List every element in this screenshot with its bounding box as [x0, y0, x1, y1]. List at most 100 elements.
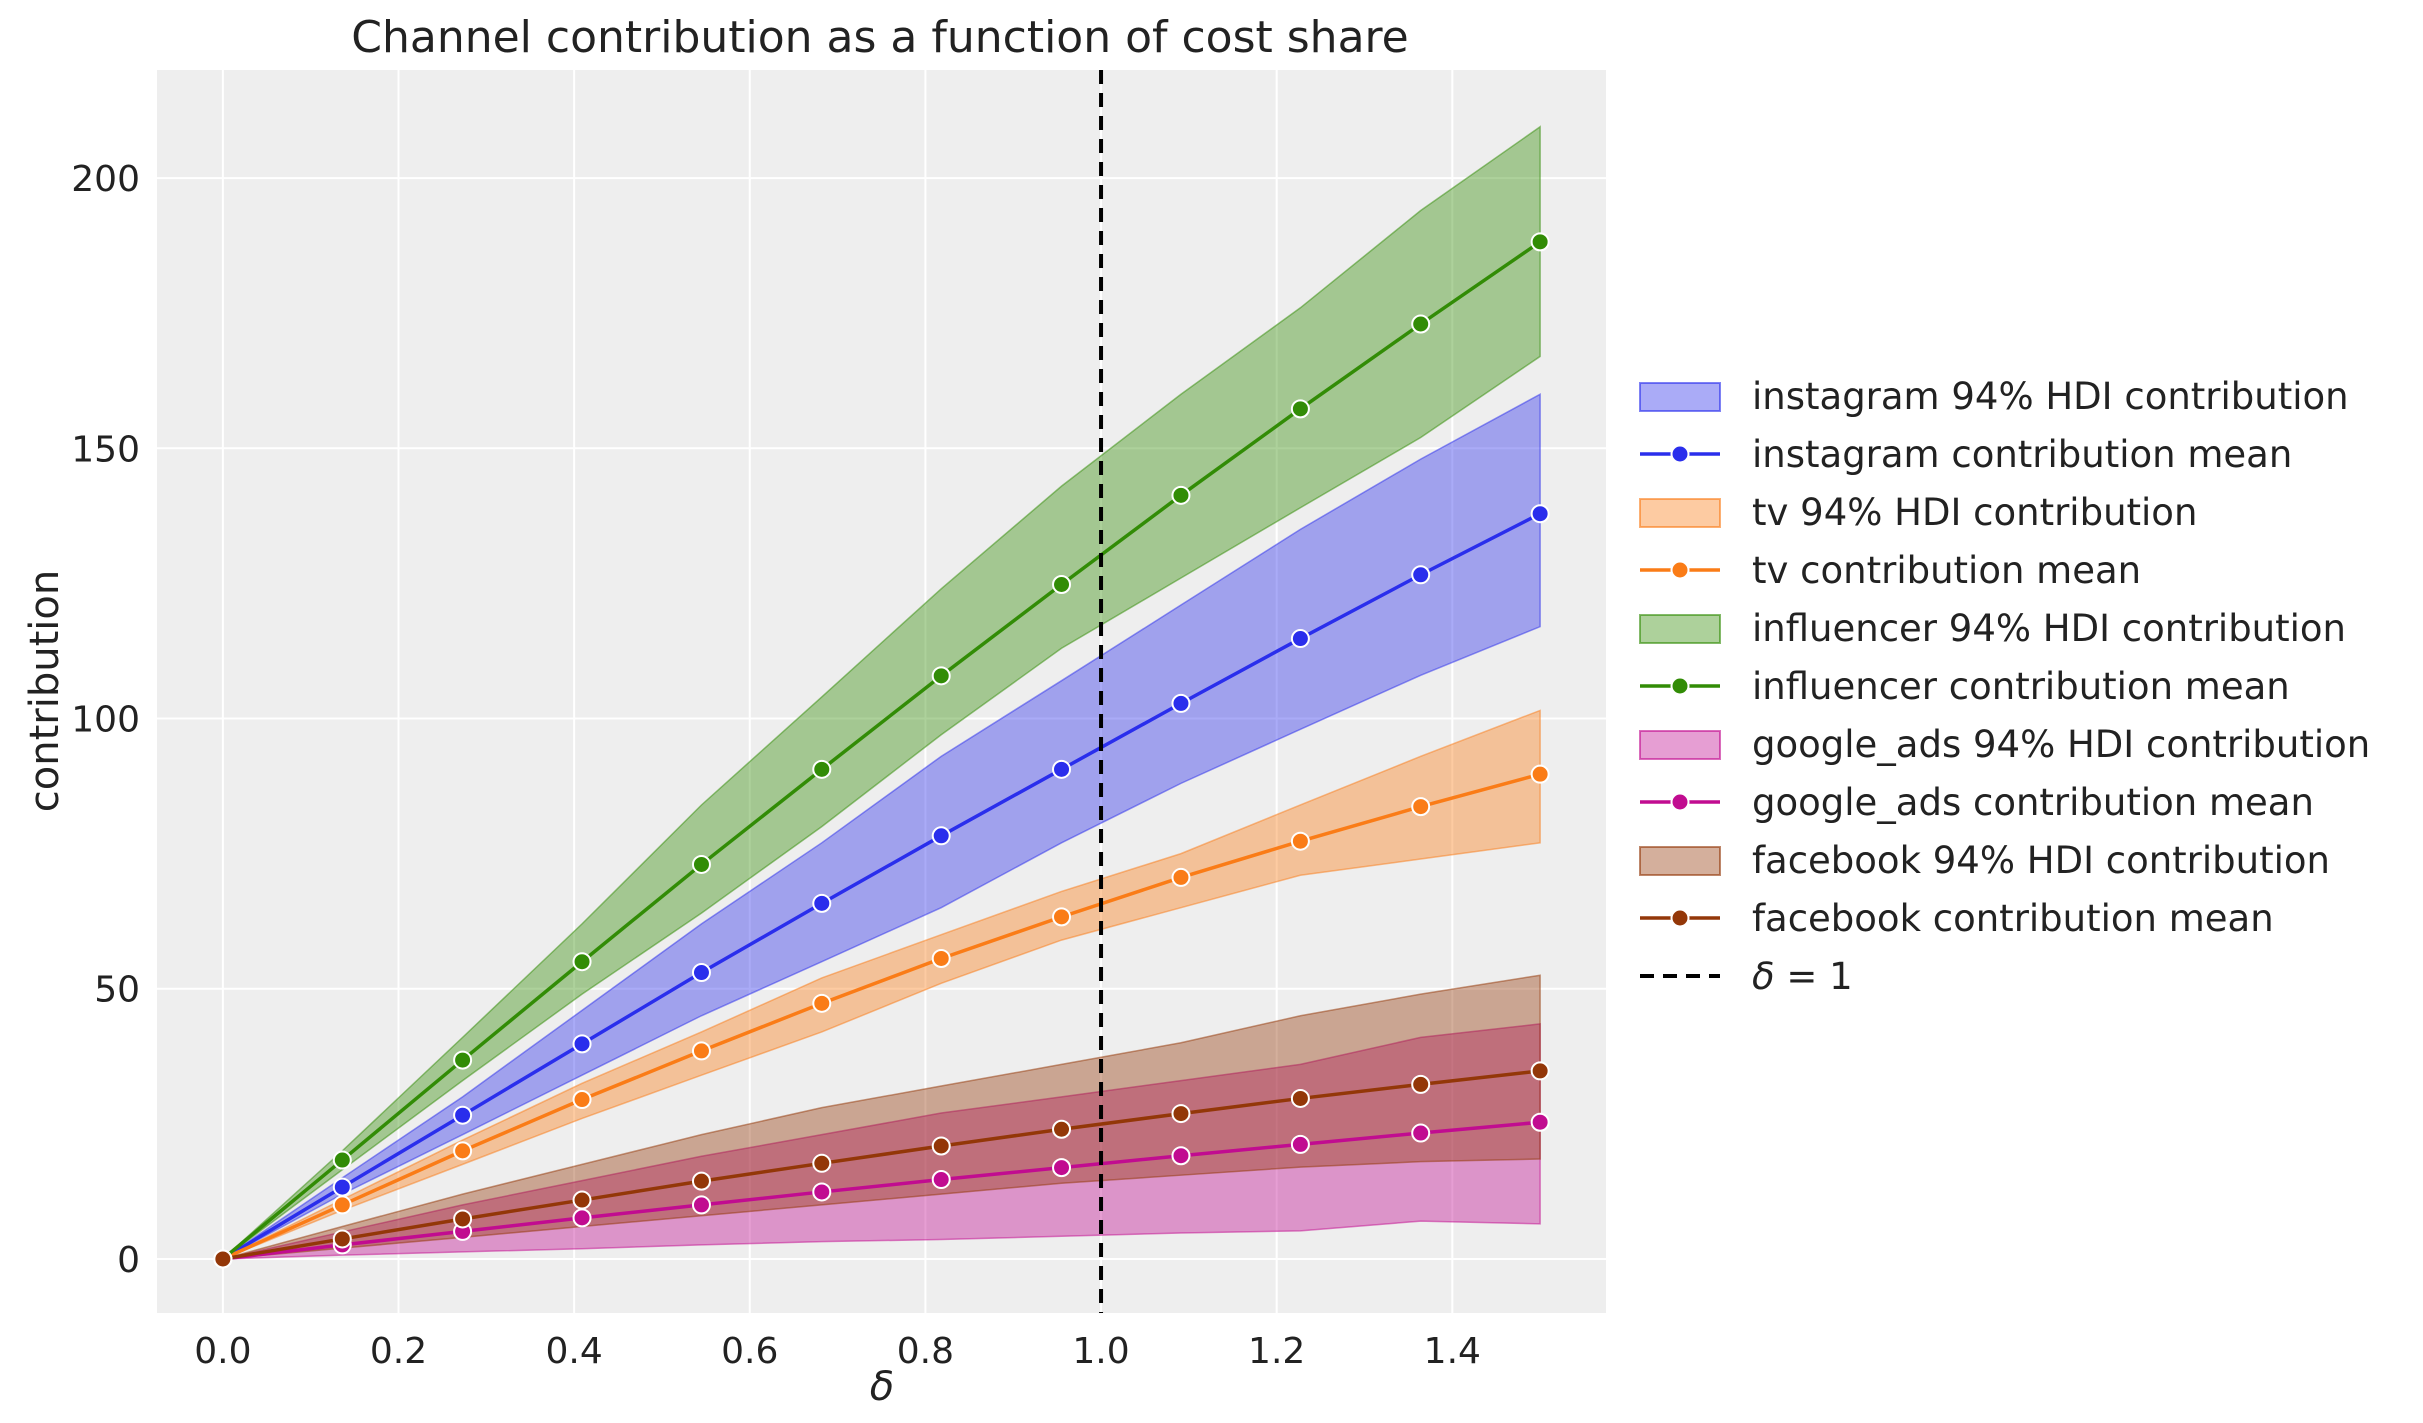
facebook-mean-point [1290, 1088, 1310, 1108]
google_ads-mean-legend-marker [1670, 792, 1690, 812]
influencer-band-legend-swatch [1639, 614, 1721, 644]
facebook-mean-line [222, 1069, 1541, 1261]
google_ads-mean-line [222, 1120, 1541, 1261]
facebook-mean-point [691, 1171, 711, 1191]
tv-mean-legend-marker [1670, 560, 1690, 580]
instagram-band-legend-label: instagram 94% HDI contribution [1752, 375, 2349, 418]
influencer-mean-point [931, 666, 951, 686]
facebook-mean-point [332, 1229, 352, 1249]
y-tick-label: 0 [117, 1240, 140, 1281]
grid-lines [157, 70, 1606, 1313]
influencer-mean-legend-label: influencer contribution mean [1752, 665, 2290, 708]
instagram-mean-point [1052, 759, 1072, 779]
y-tick-label: 150 [71, 429, 140, 470]
x-tick-label: 0.0 [194, 1331, 251, 1372]
influencer-mean-point [1411, 314, 1431, 334]
google_ads-mean-point [931, 1170, 951, 1190]
tv-band-legend-swatch [1639, 498, 1721, 528]
y-tick-labels: 0 50 100 150 200 [71, 159, 140, 1281]
influencer-mean-point [1052, 574, 1072, 594]
y-axis-title: contribution [22, 570, 68, 812]
influencer-mean-point [691, 854, 711, 874]
tv-mean-line [222, 772, 1541, 1261]
instagram-mean-point [931, 826, 951, 846]
x-axis-title: δ [870, 1364, 894, 1410]
instagram-mean-point [332, 1177, 352, 1197]
x-tick-label: 0.2 [370, 1331, 427, 1372]
google_ads-band-legend-swatch [1639, 730, 1721, 760]
google_ads-mean-point [1530, 1112, 1550, 1132]
mean-markers [213, 232, 1550, 1269]
tv-mean-point [1052, 907, 1072, 927]
facebook-mean-point [453, 1209, 473, 1229]
google_ads-mean-point [812, 1182, 832, 1202]
google_ads-mean-point [1290, 1134, 1310, 1154]
x-tick-label: 1.2 [1248, 1331, 1305, 1372]
facebook-mean-point [1171, 1104, 1191, 1124]
tv-mean-point [332, 1195, 352, 1215]
facebook-mean-point [1411, 1074, 1431, 1094]
influencer-mean-point [812, 759, 832, 779]
tv-mean-point [572, 1090, 592, 1110]
facebook-mean-point [931, 1136, 951, 1156]
instagram-mean-line [221, 512, 1541, 1261]
instagram-mean-point [1411, 565, 1431, 585]
influencer-mean-legend-marker [1670, 676, 1690, 696]
x-tick-labels: 0.0 0.2 0.4 0.6 0.8 1.0 1.2 1.4 [194, 1331, 1481, 1372]
instagram-mean-legend-marker [1670, 444, 1690, 464]
influencer-mean-line [221, 240, 1542, 1261]
google_ads-mean-point [572, 1208, 592, 1228]
x-tick-label: 0.8 [897, 1331, 954, 1372]
facebook-mean-point [1052, 1119, 1072, 1139]
tv-mean-point [691, 1041, 711, 1061]
tv-mean-point [931, 948, 951, 968]
y-tick-label: 50 [94, 970, 140, 1011]
tv-mean-point [453, 1141, 473, 1161]
instagram-mean-legend-label: instagram contribution mean [1752, 433, 2292, 476]
x-tick-label: 0.4 [546, 1331, 603, 1372]
influencer-mean-point [1171, 485, 1191, 505]
chart-title: Channel contribution as a function of co… [351, 12, 1408, 63]
y-tick-label: 200 [71, 159, 140, 200]
influencer-mean-point [1530, 232, 1550, 252]
instagram-mean-point [1290, 629, 1310, 649]
facebook-mean-point [812, 1153, 832, 1173]
facebook-mean-point [1530, 1061, 1550, 1081]
tv-mean-point [1530, 764, 1550, 784]
mean-lines [221, 240, 1542, 1261]
facebook-mean-legend-marker [1670, 908, 1690, 928]
instagram-mean-point [691, 963, 711, 983]
tv-mean-point [812, 993, 832, 1013]
instagram-band-legend-swatch [1639, 382, 1721, 412]
tv-mean-point [1290, 831, 1310, 851]
influencer-mean-point [572, 952, 592, 972]
tv-mean-legend-label: tv contribution mean [1752, 549, 2141, 592]
google_ads-mean-point [1411, 1123, 1431, 1143]
influencer-mean-point [332, 1150, 352, 1170]
facebook-band-legend-swatch [1639, 846, 1721, 876]
facebook-mean-point [213, 1249, 233, 1269]
google_ads-band-legend-label: google_ads 94% HDI contribution [1752, 723, 2370, 766]
tv-mean-point [1411, 797, 1431, 817]
instagram-mean-point [1530, 504, 1550, 524]
hdi-bands [222, 125, 1541, 1260]
facebook-band-legend-label: facebook 94% HDI contribution [1752, 839, 2330, 882]
legend: instagram 94% HDI contribution instagram … [1639, 375, 2370, 998]
instagram-mean-point [812, 893, 832, 913]
facebook-mean-legend-label: facebook contribution mean [1752, 897, 2274, 940]
y-tick-label: 100 [71, 700, 140, 741]
tv-band-legend-label: tv 94% HDI contribution [1752, 491, 2197, 534]
x-tick-label: 1.0 [1072, 1331, 1129, 1372]
google_ads-mean-point [1052, 1158, 1072, 1178]
tv-mean-point [1171, 867, 1191, 887]
instagram-mean-point [453, 1105, 473, 1125]
google_ads-mean-legend-label: google_ads contribution mean [1752, 781, 2314, 824]
instagram-mean-point [572, 1034, 592, 1054]
google_ads-mean-point [1171, 1146, 1191, 1166]
x-tick-label: 1.4 [1424, 1331, 1481, 1372]
x-tick-label: 0.6 [721, 1331, 778, 1372]
influencer-mean-point [1290, 399, 1310, 419]
instagram-mean-point [1171, 693, 1191, 713]
influencer-band-legend-label: influencer 94% HDI contribution [1752, 607, 2346, 650]
